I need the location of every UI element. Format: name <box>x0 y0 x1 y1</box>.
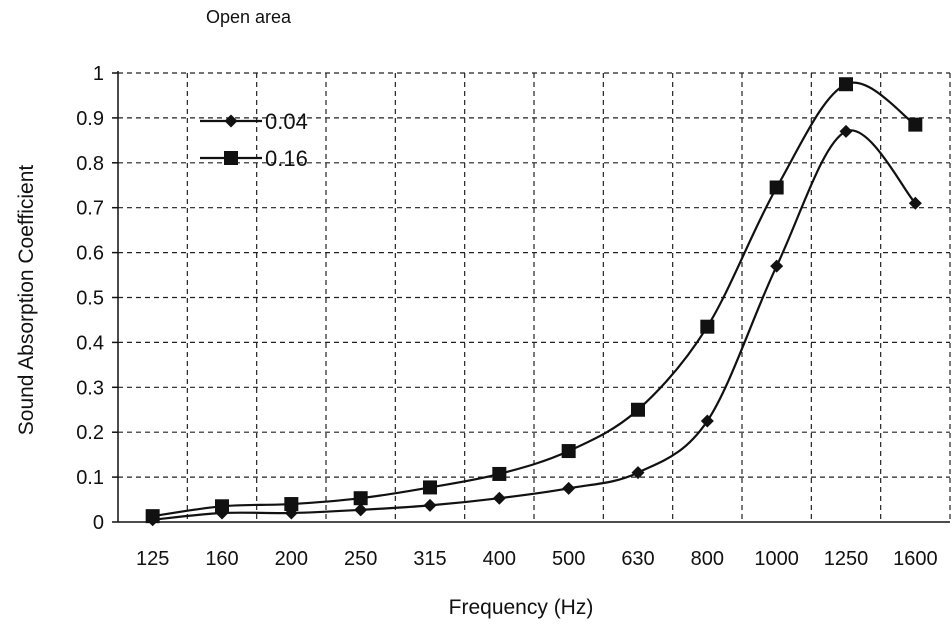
diamond-data-point <box>631 466 645 480</box>
x-tick-label: 800 <box>691 548 724 570</box>
x-tick-labels: 125 160 200 250 315 400 500 630 800 1000 1250 1600 <box>136 548 938 570</box>
y-tick-labels: 0 0.1 0.2 0.3 0.4 0.5 0.6 0.7 0.8 0.9 1 <box>76 63 104 534</box>
y-tick-label: 0.4 <box>76 332 104 354</box>
diamond-data-point <box>700 414 714 428</box>
legend-label: 0.04 <box>265 109 308 134</box>
chart-title: Open area <box>206 7 292 27</box>
square-data-point <box>769 180 784 195</box>
diamond-data-point <box>908 196 922 210</box>
square-data-point <box>215 499 229 514</box>
square-data-point <box>908 117 923 132</box>
x-tick-label: 500 <box>552 548 585 570</box>
square-data-point <box>700 319 715 334</box>
square-data-point <box>839 77 853 92</box>
legend: 0.04 0.16 <box>200 109 308 171</box>
x-tick-label: 125 <box>136 548 169 570</box>
legend-diamond-marker <box>224 114 238 128</box>
diamond-data-point <box>354 503 368 517</box>
x-axis-title: Frequency (Hz) <box>449 596 594 619</box>
data-series <box>145 77 923 527</box>
x-tick-label: 1600 <box>893 548 938 570</box>
x-tick-label: 630 <box>621 548 654 570</box>
square-data-point <box>284 497 299 512</box>
y-tick-label: 0 <box>93 512 104 534</box>
y-tick-label: 0.9 <box>76 108 104 130</box>
diamond-data-point <box>562 481 576 495</box>
x-tick-label: 315 <box>413 548 446 570</box>
y-tick-label: 0.7 <box>76 198 104 220</box>
x-tick-label: 400 <box>483 548 516 570</box>
diamond-data-point <box>423 498 437 512</box>
x-tick-label: 160 <box>205 548 238 570</box>
square-data-point <box>353 491 368 506</box>
grid-lines <box>118 72 951 522</box>
y-tick-label: 0.1 <box>76 467 104 489</box>
y-tick-label: 0.6 <box>76 243 104 265</box>
diamond-data-point <box>492 491 506 505</box>
y-tick-label: 1 <box>93 63 104 85</box>
legend-item: 0.04 <box>200 109 308 134</box>
x-tick-label: 200 <box>275 548 308 570</box>
series-0.16 <box>145 77 923 524</box>
square-data-point <box>492 466 507 481</box>
x-tick-label: 1000 <box>754 548 799 570</box>
axes <box>112 71 950 523</box>
x-tick-label: 1250 <box>824 548 869 570</box>
y-tick-label: 0.5 <box>76 288 104 310</box>
square-data-point <box>631 402 645 417</box>
y-tick-label: 0.8 <box>76 153 104 175</box>
y-tick-label: 0.3 <box>76 377 104 399</box>
diamond-data-point <box>770 259 784 273</box>
diamond-data-point <box>284 506 298 520</box>
legend-square-marker <box>224 151 238 165</box>
x-tick-label: 250 <box>344 548 377 570</box>
legend-label: 0.16 <box>265 146 308 171</box>
square-data-point <box>145 509 160 524</box>
legend-item: 0.16 <box>200 146 308 171</box>
y-tick-label: 0.2 <box>76 422 104 444</box>
square-data-point <box>423 480 437 495</box>
y-axis-title: Sound Absorption Coefficient <box>15 165 38 436</box>
square-data-point <box>561 444 576 459</box>
diamond-data-point <box>839 124 853 138</box>
